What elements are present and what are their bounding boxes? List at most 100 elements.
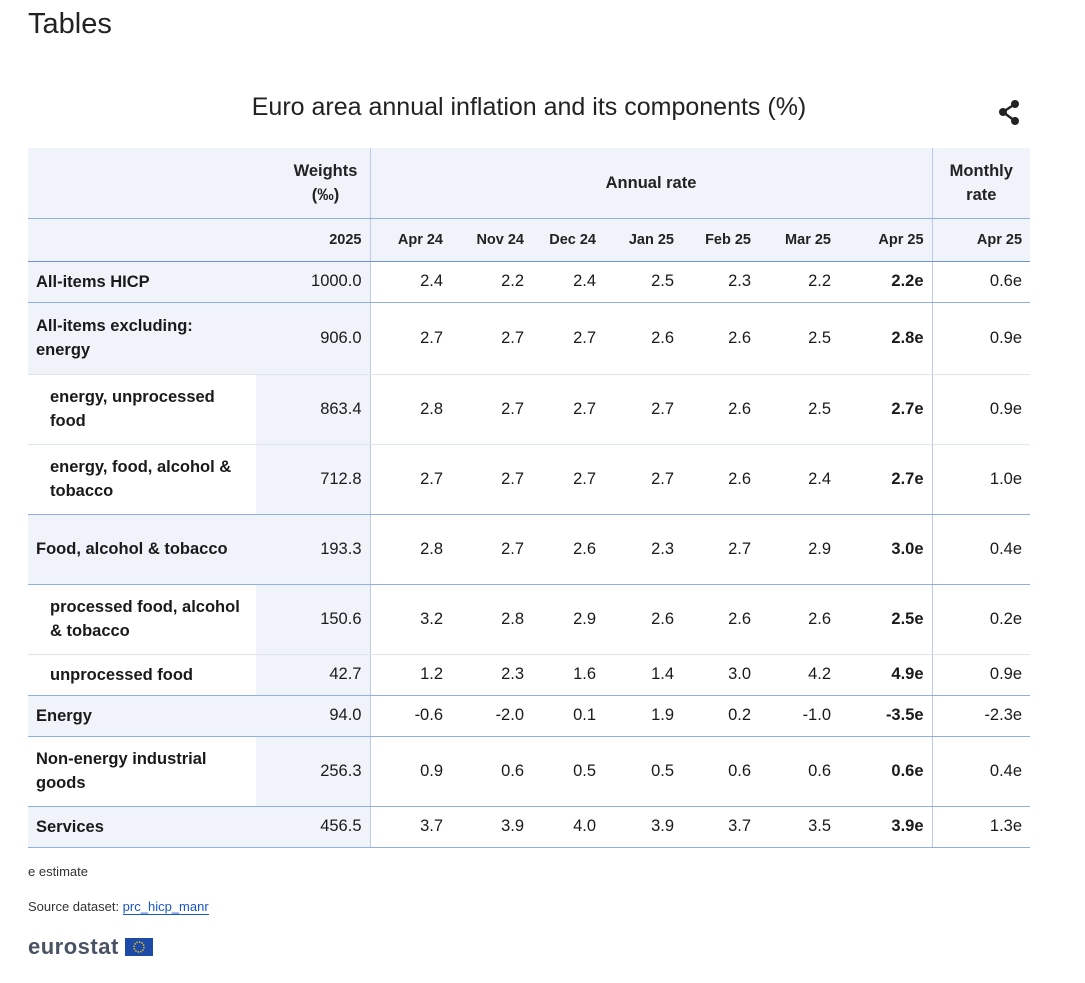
row-label: unprocessed food [28, 654, 256, 696]
annual-rate-cell: 2.7 [451, 444, 532, 515]
annual-rate-cell: 2.5 [759, 302, 839, 375]
annual-rate-cell: 1.6 [532, 654, 604, 696]
annual-rate-cell: 3.2 [369, 584, 451, 655]
annual-rate-cell: 3.5 [759, 806, 839, 848]
row-label: Food, alcohol & tobacco [28, 514, 256, 585]
monthly-rate-cell: 0.9e [931, 302, 1031, 375]
table-row: processed food, alcohol & tobacco 150.6 3.… [28, 584, 1031, 655]
annual-rate-cell: 3.9e [839, 806, 933, 848]
annual-rate-cell: 2.6 [532, 514, 604, 585]
eu-flag-icon [124, 938, 153, 956]
annual-rate-cell: 4.2 [759, 654, 839, 696]
annual-rate-cell: 2.8 [369, 374, 451, 445]
row-label: All-items excluding: energy [28, 302, 256, 375]
annual-rate-cell: 2.2e [839, 261, 933, 303]
table-row: unprocessed food 42.7 1.2 2.3 1.6 1.4 3.0 4.2 4.… [28, 654, 1031, 696]
annual-rate-cell: 0.6 [682, 736, 759, 807]
annual-rate-cell: 2.3 [682, 261, 759, 303]
header-monthly-rate-text: Monthly rate [949, 161, 1013, 204]
annual-rate-cell: 2.7 [532, 444, 604, 515]
annual-rate-cell: 3.9 [451, 806, 532, 848]
annual-rate-cell: 2.6 [759, 584, 839, 655]
eurostat-logo-text: eurostat [28, 934, 119, 959]
subheader-cell: Jan 25 [604, 218, 682, 262]
header-monthly-rate: Monthly rate [931, 148, 1031, 219]
annual-rate-cell: -3.5e [839, 695, 933, 737]
table-body: All-items HICP 1000.0 2.4 2.2 2.4 2.5 2.3 2.2 2.… [28, 261, 1031, 848]
table-row: All-items HICP 1000.0 2.4 2.2 2.4 2.5 2.3 2.2 2.… [28, 261, 1031, 303]
table-row: All-items excluding: energy 906.0 2.7 2.7 2.… [28, 302, 1031, 375]
annual-rate-cell: 2.7 [604, 374, 682, 445]
weight-cell: 94.0 [256, 695, 370, 737]
annual-rate-cell: 0.6e [839, 736, 933, 807]
annual-rate-cell: 2.2 [451, 261, 532, 303]
subheader-cell: Apr 24 [369, 218, 451, 262]
subheader-cell: Apr 25 [931, 218, 1031, 262]
table-row: Non-energy industrial goods 256.3 0.9 0.6 0.… [28, 736, 1031, 807]
annual-rate-cell: 3.7 [682, 806, 759, 848]
annual-rate-cell: 1.9 [604, 695, 682, 737]
subheader-cell: 2025 [256, 218, 370, 262]
annual-rate-cell: 2.7e [839, 374, 933, 445]
source-dataset-link[interactable]: prc_hicp_manr [122, 899, 209, 915]
annual-rate-cell: 1.4 [604, 654, 682, 696]
weight-cell: 193.3 [256, 514, 370, 585]
annual-rate-cell: 2.7e [839, 444, 933, 515]
annual-rate-cell: 2.7 [369, 444, 451, 515]
monthly-rate-cell: 0.6e [931, 261, 1031, 303]
annual-rate-cell: 0.5 [604, 736, 682, 807]
annual-rate-cell: 2.5 [604, 261, 682, 303]
annual-rate-cell: 4.9e [839, 654, 933, 696]
weight-cell: 906.0 [256, 302, 370, 375]
table-row: energy, unprocessed food 863.4 2.8 2.7 2.7 2.… [28, 374, 1031, 445]
weight-cell: 712.8 [256, 444, 370, 515]
annual-rate-cell: 2.9 [759, 514, 839, 585]
annual-rate-cell: 2.2 [759, 261, 839, 303]
share-icon[interactable] [994, 98, 1024, 128]
monthly-rate-cell: 1.3e [931, 806, 1031, 848]
monthly-rate-cell: 0.4e [931, 736, 1031, 807]
weight-cell: 256.3 [256, 736, 370, 807]
annual-rate-cell: -0.6 [369, 695, 451, 737]
annual-rate-cell: 2.7 [451, 302, 532, 375]
annual-rate-cell: 2.6 [682, 302, 759, 375]
annual-rate-cell: 3.0e [839, 514, 933, 585]
inflation-table: Weights (‰) Annual rate Monthly rate 202… [28, 148, 1031, 848]
header-weights-text: Weights (‰) [293, 161, 358, 204]
annual-rate-cell: 2.8 [369, 514, 451, 585]
monthly-rate-cell: -2.3e [931, 695, 1031, 737]
weight-cell: 42.7 [256, 654, 370, 696]
eurostat-logo[interactable]: eurostat [28, 934, 153, 960]
subheader-label-cell [28, 218, 256, 262]
annual-rate-cell: 2.6 [682, 584, 759, 655]
row-label: Services [28, 806, 256, 848]
annual-rate-cell: 2.4 [369, 261, 451, 303]
annual-rate-cell: 2.7 [451, 514, 532, 585]
weight-cell: 1000.0 [256, 261, 370, 303]
row-label: Non-energy industrial goods [28, 736, 256, 807]
annual-rate-cell: 2.6 [604, 302, 682, 375]
annual-rate-cell: -2.0 [451, 695, 532, 737]
table-row: Food, alcohol & tobacco 193.3 2.8 2.7 2.6 2.3… [28, 514, 1031, 585]
row-label: processed food, alcohol & tobacco [28, 584, 256, 655]
row-label: Energy [28, 695, 256, 737]
annual-rate-cell: 2.6 [604, 584, 682, 655]
annual-rate-cell: 2.7 [532, 302, 604, 375]
table-title: Euro area annual inflation and its compo… [251, 93, 807, 121]
table-row: Services 456.5 3.7 3.9 4.0 3.9 3.7 3.5 3.9e 1.3e [28, 806, 1031, 848]
annual-rate-cell: 0.5 [532, 736, 604, 807]
weight-cell: 150.6 [256, 584, 370, 655]
subheader-cell: Nov 24 [451, 218, 532, 262]
annual-rate-cell: 2.5 [759, 374, 839, 445]
estimate-note: e estimate [28, 864, 88, 879]
header-annual-rate: Annual rate [369, 148, 933, 219]
annual-rate-cell: 0.6 [451, 736, 532, 807]
weight-cell: 863.4 [256, 374, 370, 445]
subheader-cell: Dec 24 [532, 218, 604, 262]
annual-rate-cell: 2.7 [682, 514, 759, 585]
annual-rate-cell: -1.0 [759, 695, 839, 737]
header-label-cell [28, 148, 256, 219]
annual-rate-cell: 3.7 [369, 806, 451, 848]
annual-rate-cell: 0.6 [759, 736, 839, 807]
annual-rate-cell: 1.2 [369, 654, 451, 696]
